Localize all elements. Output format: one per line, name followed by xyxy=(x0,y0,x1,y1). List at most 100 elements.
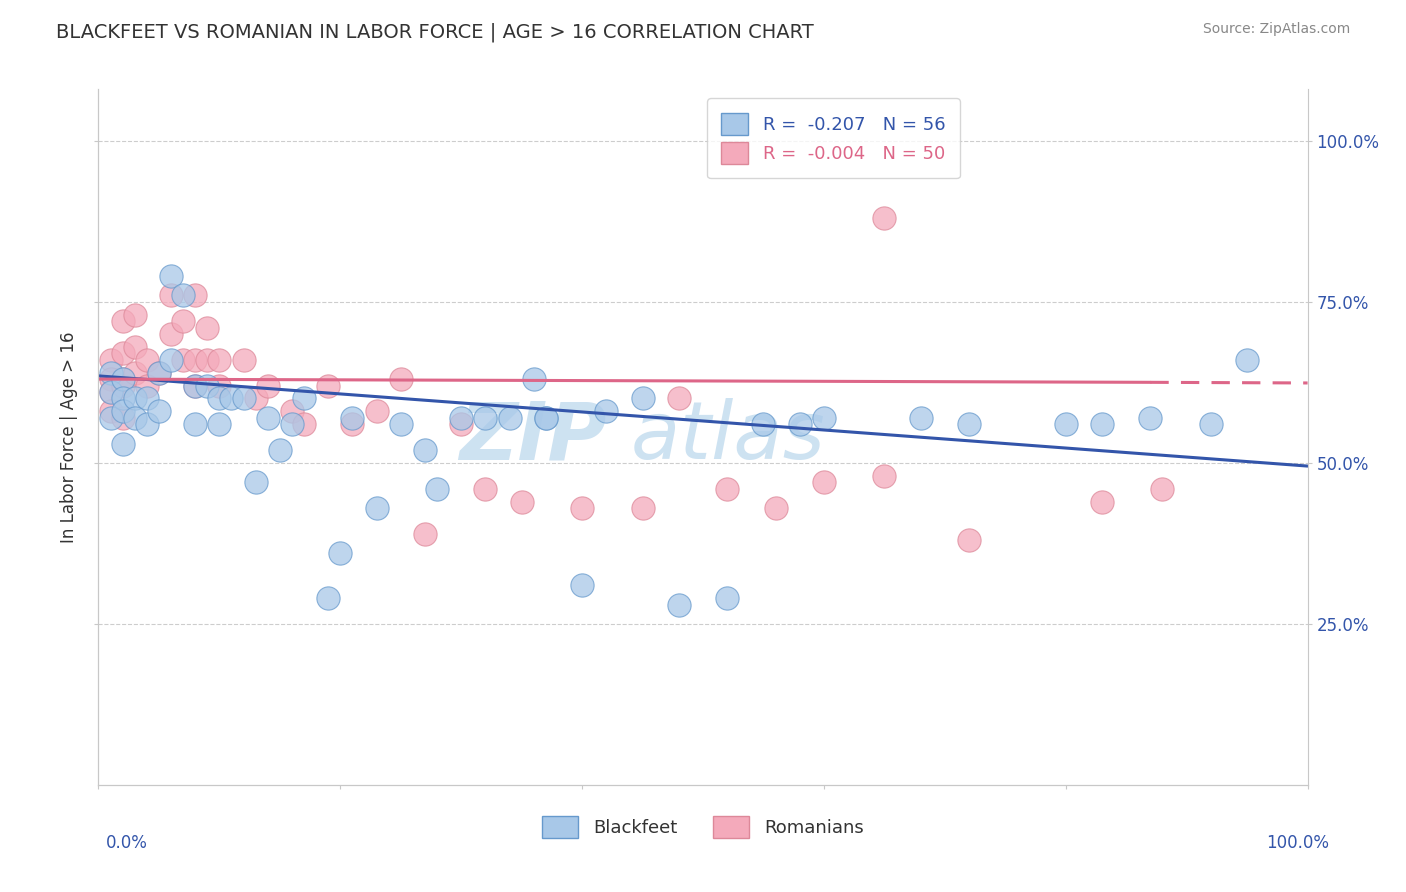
Point xyxy=(595,404,617,418)
Point xyxy=(510,494,533,508)
Text: atlas: atlas xyxy=(630,398,825,476)
Point xyxy=(160,326,183,341)
Point xyxy=(1091,494,1114,508)
Point xyxy=(160,288,183,302)
Point xyxy=(111,314,134,328)
Text: 0.0%: 0.0% xyxy=(105,834,148,852)
Point xyxy=(281,417,304,432)
Point xyxy=(100,366,122,380)
Point xyxy=(111,404,134,418)
Point xyxy=(269,442,291,457)
Point xyxy=(1199,417,1222,432)
Point xyxy=(124,410,146,425)
Point xyxy=(789,417,811,432)
Y-axis label: In Labor Force | Age > 16: In Labor Force | Age > 16 xyxy=(60,331,79,543)
Point xyxy=(716,591,738,606)
Point xyxy=(765,500,787,515)
Point xyxy=(1091,417,1114,432)
Point xyxy=(124,392,146,406)
Point xyxy=(474,410,496,425)
Point xyxy=(221,392,243,406)
Point xyxy=(208,417,231,432)
Point xyxy=(172,314,194,328)
Point xyxy=(111,372,134,386)
Point xyxy=(256,410,278,425)
Point xyxy=(100,404,122,418)
Point xyxy=(813,475,835,490)
Point xyxy=(450,417,472,432)
Point xyxy=(292,417,315,432)
Point xyxy=(957,533,980,548)
Point xyxy=(232,392,254,406)
Point xyxy=(668,598,690,612)
Point xyxy=(208,392,231,406)
Point xyxy=(184,288,207,302)
Point xyxy=(184,378,207,392)
Point xyxy=(342,410,364,425)
Point xyxy=(413,526,436,541)
Point xyxy=(160,268,183,283)
Point xyxy=(135,352,157,367)
Point xyxy=(957,417,980,432)
Point xyxy=(316,591,339,606)
Point xyxy=(281,404,304,418)
Point xyxy=(124,308,146,322)
Point xyxy=(450,410,472,425)
Point xyxy=(100,384,122,399)
Point xyxy=(426,482,449,496)
Point xyxy=(716,482,738,496)
Point xyxy=(124,366,146,380)
Point xyxy=(208,352,231,367)
Point xyxy=(148,366,170,380)
Point xyxy=(910,410,932,425)
Point xyxy=(631,392,654,406)
Point xyxy=(1236,352,1258,367)
Point xyxy=(631,500,654,515)
Point xyxy=(184,417,207,432)
Point xyxy=(148,404,170,418)
Point xyxy=(329,546,352,560)
Point xyxy=(135,417,157,432)
Point xyxy=(668,392,690,406)
Point xyxy=(172,352,194,367)
Point xyxy=(413,442,436,457)
Point xyxy=(256,378,278,392)
Point xyxy=(523,372,546,386)
Point xyxy=(245,392,267,406)
Point xyxy=(100,384,122,399)
Point xyxy=(498,410,520,425)
Point xyxy=(571,500,593,515)
Point xyxy=(873,211,896,225)
Point xyxy=(873,468,896,483)
Point xyxy=(111,392,134,406)
Text: 100.0%: 100.0% xyxy=(1265,834,1329,852)
Point xyxy=(474,482,496,496)
Point xyxy=(1152,482,1174,496)
Point xyxy=(342,417,364,432)
Point xyxy=(366,500,388,515)
Point xyxy=(111,410,134,425)
Point xyxy=(813,410,835,425)
Text: Source: ZipAtlas.com: Source: ZipAtlas.com xyxy=(1202,22,1350,37)
Point xyxy=(534,410,557,425)
Point xyxy=(571,578,593,592)
Point xyxy=(389,417,412,432)
Point xyxy=(111,378,134,392)
Point xyxy=(366,404,388,418)
Point xyxy=(135,392,157,406)
Point xyxy=(1139,410,1161,425)
Point xyxy=(232,352,254,367)
Legend: Blackfeet, Romanians: Blackfeet, Romanians xyxy=(536,809,870,846)
Text: BLACKFEET VS ROMANIAN IN LABOR FORCE | AGE > 16 CORRELATION CHART: BLACKFEET VS ROMANIAN IN LABOR FORCE | A… xyxy=(56,22,814,42)
Point xyxy=(208,378,231,392)
Point xyxy=(111,346,134,360)
Point xyxy=(316,378,339,392)
Point xyxy=(111,372,134,386)
Point xyxy=(184,378,207,392)
Point xyxy=(195,378,218,392)
Point xyxy=(100,372,122,386)
Point xyxy=(184,352,207,367)
Point xyxy=(245,475,267,490)
Point xyxy=(111,436,134,450)
Text: ZIP: ZIP xyxy=(458,398,606,476)
